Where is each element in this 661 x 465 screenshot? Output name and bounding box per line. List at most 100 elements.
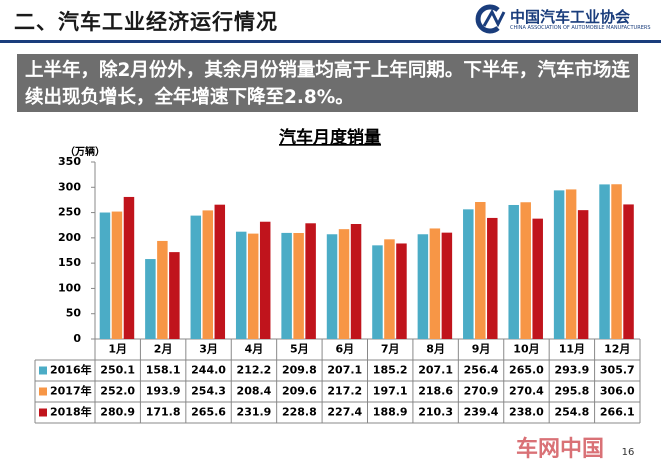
- header: 二、汽车工业经济运行情况 中国汽车工业协会 CHINA ASSOCIATION …: [0, 0, 661, 38]
- bar: [338, 229, 350, 339]
- table-cell: 239.4: [464, 406, 499, 419]
- slide-title: 二、汽车工业经济运行情况: [14, 10, 278, 34]
- bar: [202, 210, 214, 339]
- table-cell: 207.1: [418, 364, 453, 377]
- table-cell: 254.3: [191, 385, 226, 398]
- bar: [145, 259, 156, 339]
- bar: [157, 240, 168, 339]
- bar: [169, 252, 180, 339]
- y-tick-label: 300: [58, 180, 81, 193]
- x-tick-label: 8月: [426, 343, 445, 356]
- x-tick-label: 12月: [604, 343, 630, 356]
- table-cell: 231.9: [237, 406, 272, 419]
- x-tick-label: 7月: [381, 343, 400, 356]
- x-tick-label: 5月: [290, 343, 309, 356]
- y-axis-label: （万辆）: [65, 145, 105, 158]
- table-cell: 266.1: [600, 406, 635, 419]
- legend-swatch: [39, 366, 47, 375]
- bar: [372, 245, 383, 339]
- logo-subtitle: CHINA ASSOCIATION OF AUTOMOBILE MANUFACT…: [510, 25, 651, 31]
- table-cell: 228.8: [282, 406, 317, 419]
- table-cell: 244.0: [191, 364, 226, 377]
- table-cell: 227.4: [327, 406, 362, 419]
- table-cell: 158.1: [146, 364, 181, 377]
- table-cell: 250.1: [100, 364, 135, 377]
- x-tick-label: 9月: [472, 343, 491, 356]
- bar: [350, 224, 362, 339]
- x-tick-label: 11月: [559, 343, 585, 356]
- bar: [384, 239, 395, 339]
- bar: [441, 232, 453, 339]
- bar: [293, 233, 304, 339]
- x-tick-label: 3月: [199, 343, 218, 356]
- table-cell: 280.9: [100, 406, 135, 419]
- chart-title: 汽车月度销量: [279, 127, 381, 148]
- bar: [417, 234, 429, 339]
- legend-label: 2017年: [50, 384, 92, 398]
- bar: [599, 184, 610, 339]
- bar: [463, 209, 474, 339]
- bar: [623, 204, 634, 339]
- table-cell: 185.2: [373, 364, 408, 377]
- table-cell: 252.0: [100, 385, 135, 398]
- table-cell: 293.9: [554, 364, 589, 377]
- table-cell: 193.9: [146, 385, 181, 398]
- summary-banner: 上半年，除2月份外，其余月份销量均高于上年同期。下半年，汽车市场连续出现负增长，…: [17, 54, 638, 112]
- table-cell: 197.1: [373, 385, 408, 398]
- table-cell: 270.9: [464, 385, 499, 398]
- bar: [326, 234, 338, 339]
- bar: [235, 231, 247, 339]
- x-tick-label: 6月: [335, 343, 354, 356]
- watermark: 车网中国: [516, 436, 604, 462]
- table-cell: 188.9: [373, 406, 408, 419]
- bar: [123, 196, 135, 339]
- bar: [190, 215, 202, 339]
- x-tick-label: 10月: [513, 343, 539, 356]
- legend-swatch: [39, 408, 47, 417]
- y-tick-label: 50: [66, 307, 82, 320]
- table-cell: 171.8: [146, 406, 181, 419]
- header-rule: [0, 40, 661, 43]
- table-cell: 208.4: [237, 385, 272, 398]
- y-tick-label: 100: [58, 281, 81, 294]
- bar: [475, 202, 486, 339]
- bar: [565, 189, 577, 339]
- x-tick-label: 4月: [245, 343, 264, 356]
- table-cell: 238.0: [509, 406, 544, 419]
- legend-swatch: [39, 387, 47, 396]
- bar: [259, 221, 271, 339]
- table-cell: 218.6: [418, 385, 453, 398]
- y-tick-label: 0: [73, 332, 81, 345]
- table-cell: 210.3: [418, 406, 453, 419]
- bar: [305, 223, 316, 339]
- bar: [214, 204, 226, 339]
- table-cell: 270.4: [509, 385, 544, 398]
- logo-icon: [475, 4, 506, 34]
- table-cell: 207.1: [327, 364, 362, 377]
- table-cell: 217.2: [327, 385, 362, 398]
- bar: [281, 232, 292, 339]
- bar: [487, 217, 498, 339]
- x-tick-label: 2月: [154, 343, 173, 356]
- table-cell: 265.6: [191, 406, 226, 419]
- bar: [429, 228, 441, 339]
- x-tick-label: 1月: [108, 343, 127, 356]
- bar: [99, 212, 111, 339]
- bar: [520, 202, 531, 339]
- table-cell: 212.2: [237, 364, 272, 377]
- y-tick-label: 350: [58, 155, 81, 168]
- legend-label: 2018年: [50, 405, 92, 419]
- bar: [577, 210, 589, 339]
- bar: [396, 243, 407, 339]
- bar: [532, 218, 543, 339]
- bar: [553, 190, 565, 339]
- legend-label: 2016年: [50, 363, 92, 377]
- bar: [508, 204, 519, 339]
- bar: [247, 233, 259, 339]
- table-cell: 295.8: [554, 385, 589, 398]
- bar: [611, 184, 622, 339]
- page-number: 16: [622, 447, 635, 458]
- y-tick-label: 150: [58, 256, 81, 269]
